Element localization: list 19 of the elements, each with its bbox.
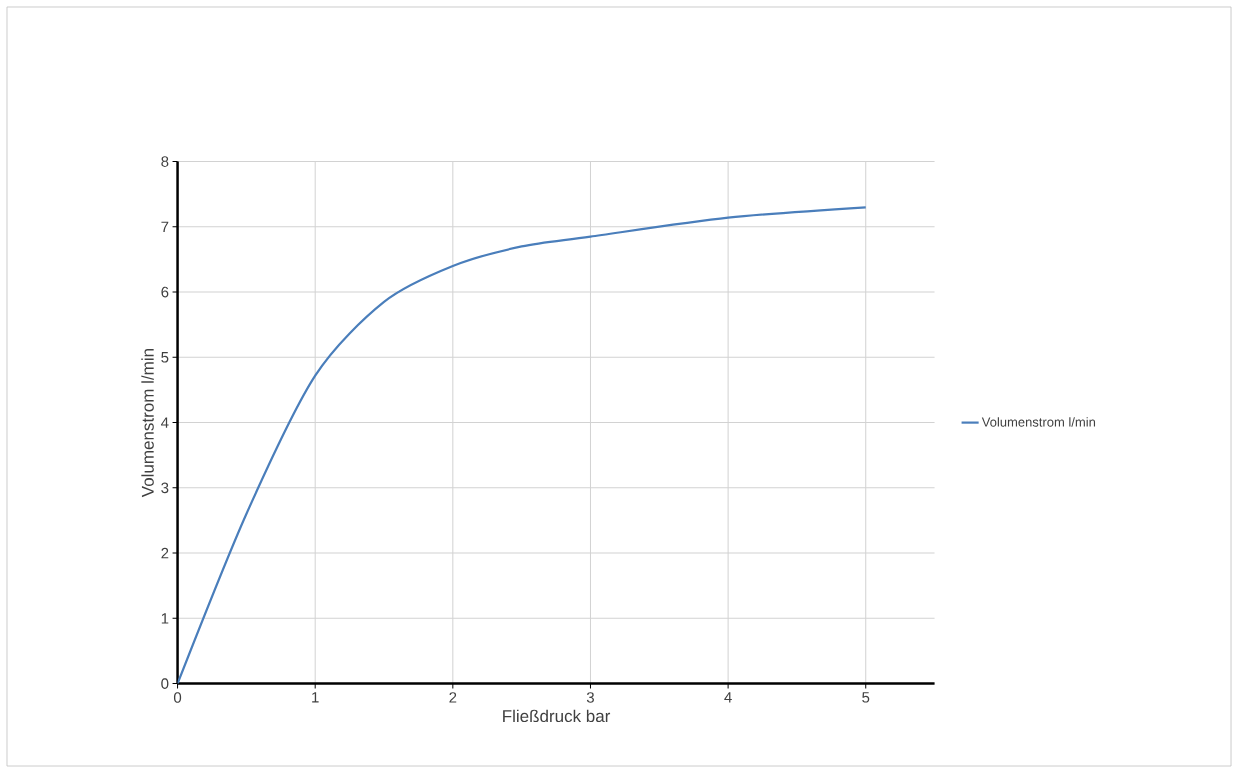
x-tick-label: 1: [312, 692, 319, 703]
x-tick-label: 2: [449, 692, 457, 703]
x-tick-label: 5: [862, 692, 870, 703]
x-tick-label: 0: [173, 692, 182, 703]
y-tick-label: 4: [161, 417, 169, 428]
y-tick-label: 6: [161, 286, 169, 298]
x-tick-label: 3: [586, 692, 594, 703]
x-tick-label: 4: [724, 692, 732, 703]
y-tick-label: 7: [161, 221, 169, 233]
legend-label: Volumenstrom l/min: [981, 417, 1096, 427]
y-tick-label: 1: [161, 613, 169, 624]
y-axis-title: Volumenstrom l/min: [141, 349, 154, 498]
y-tick-label: 2: [161, 547, 169, 559]
y-tick-label: 0: [161, 678, 169, 689]
x-axis-title: Fließdruck bar: [503, 709, 611, 723]
line-series: [177, 206, 867, 684]
y-tick-label: 3: [161, 482, 169, 494]
y-tick-label: 5: [161, 352, 169, 363]
y-tick-label: 8: [161, 156, 169, 167]
